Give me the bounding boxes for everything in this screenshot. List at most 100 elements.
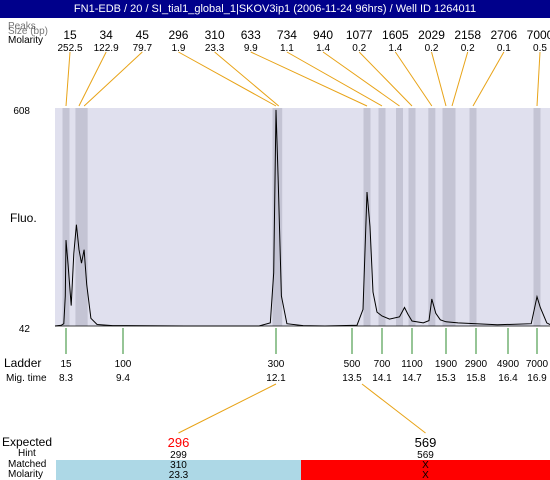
peak-size-label: 633 <box>241 28 261 42</box>
peak-connector <box>65 51 71 107</box>
peak-band <box>363 108 371 326</box>
peak-molarity-label: 79.7 <box>133 43 153 54</box>
peak-band <box>442 108 450 326</box>
hint-label: 569 <box>417 450 434 461</box>
peak-molarity-label: 0.2 <box>352 43 366 54</box>
peak-connector <box>451 51 469 107</box>
peak-molarity-label: 0.2 <box>461 43 475 54</box>
size-row-label: Size (bp) <box>8 26 48 37</box>
peak-size-label: 734 <box>277 28 297 42</box>
expected-label: 296 <box>168 435 190 450</box>
molarity-row-label-bottom: Molarity <box>8 469 43 480</box>
peak-size-label: 2029 <box>418 28 445 42</box>
plot-area <box>55 108 550 326</box>
peak-size-label: 310 <box>205 28 225 42</box>
peak-size-label: 34 <box>99 28 113 42</box>
connector-lines <box>65 51 541 354</box>
peak-connector <box>358 51 413 107</box>
ladder-size-label: 7000 <box>526 359 549 370</box>
peak-band <box>533 108 541 326</box>
mig-time-row-label: Mig. time <box>6 373 47 384</box>
window-title: FN1-EDB / 20 / SI_tial1_global_1|SKOV3ip… <box>0 0 550 18</box>
ladder-time-label: 16.4 <box>498 373 518 384</box>
y-tick-top: 608 <box>13 106 30 117</box>
ladder-time-label: 9.4 <box>116 373 130 384</box>
peak-connector <box>214 51 280 107</box>
y-axis-label: Fluo. <box>10 211 37 225</box>
peak-band <box>469 108 477 326</box>
ladder-size-label: 1900 <box>435 359 458 370</box>
peak-band <box>75 108 83 326</box>
hint-label: 299 <box>170 450 187 461</box>
peak-band <box>396 108 403 326</box>
peak-molarity-label: 1.9 <box>172 43 186 54</box>
peak-molarity-label: 1.4 <box>388 43 402 54</box>
ladder-time-label: 16.9 <box>527 373 547 384</box>
ladder-time-label: 15.3 <box>436 373 456 384</box>
peak-connector <box>472 51 505 107</box>
peak-molarity-label: 122.9 <box>94 43 119 54</box>
expected-molarity-label: X <box>422 470 429 480</box>
matched-cell-ok <box>56 460 301 480</box>
peak-molarity-label: 9.9 <box>244 43 258 54</box>
ladder-size-label: 4900 <box>497 359 520 370</box>
peak-size-label: 2706 <box>490 28 517 42</box>
matched-cell-fail <box>301 460 550 480</box>
peak-molarity-label: 252.5 <box>57 43 82 54</box>
ladder-size-label: 300 <box>268 359 285 370</box>
expected-connector <box>361 383 426 434</box>
ladder-time-label: 14.7 <box>402 373 422 384</box>
ladder-size-label: 500 <box>344 359 361 370</box>
peak-connector <box>178 51 277 107</box>
peak-connector <box>536 51 541 107</box>
matched-label: X <box>422 460 429 471</box>
peaks-row-label: Peaks <box>8 21 36 32</box>
peak-molarity-label: 0.5 <box>533 43 547 54</box>
peak-connector <box>431 51 447 107</box>
ladder-time-label: 12.1 <box>266 373 286 384</box>
peak-size-label: 2158 <box>454 28 481 42</box>
matched-row-label: Matched <box>8 459 46 470</box>
y-tick-bottom: 42 <box>19 324 31 335</box>
ladder-size-label: 1100 <box>401 359 423 370</box>
peak-band <box>428 108 436 326</box>
peak-band <box>408 108 416 326</box>
peak-connector <box>250 51 368 107</box>
peak-connector <box>286 51 383 107</box>
expected-label: 569 <box>415 435 437 450</box>
peak-connector <box>83 51 143 107</box>
peak-size-label: 1077 <box>346 28 373 42</box>
peak-connector <box>394 51 433 107</box>
ladder-size-label: 700 <box>374 359 391 370</box>
ladder-time-label: 8.3 <box>59 373 73 384</box>
ladder-time-label: 15.8 <box>466 373 486 384</box>
ladder-size-label: 100 <box>115 359 132 370</box>
peak-size-label: 15 <box>63 28 77 42</box>
peak-band <box>80 108 88 326</box>
expected-molarity-label: 23.3 <box>169 470 189 480</box>
peak-molarity-label: 23.3 <box>205 43 225 54</box>
peak-band <box>62 108 70 326</box>
matched-label: 310 <box>170 460 187 471</box>
ladder-time-label: 14.1 <box>372 373 392 384</box>
peak-connector <box>78 51 107 107</box>
peak-size-label: 1605 <box>382 28 409 42</box>
peak-size-label: 7000 <box>527 28 550 42</box>
expected-connector <box>178 383 277 434</box>
peak-molarity-label: 1.4 <box>316 43 330 54</box>
peak-connector <box>322 51 400 107</box>
peak-size-label: 45 <box>136 28 150 42</box>
expected-row-label: Expected <box>2 435 52 449</box>
peak-molarity-label: 0.1 <box>497 43 511 54</box>
ladder-size-label: 15 <box>60 359 72 370</box>
chart-labels: 15252.534122.94579.72961.931023.36339.97… <box>57 28 550 384</box>
ladder-row-label: Ladder <box>4 356 41 370</box>
peak-size-label: 296 <box>168 28 188 42</box>
peak-band <box>448 108 456 326</box>
peak-molarity-label: 0.2 <box>425 43 439 54</box>
peak-size-label: 940 <box>313 28 333 42</box>
peak-molarity-label: 1.1 <box>280 43 294 54</box>
ladder-time-label: 13.5 <box>342 373 362 384</box>
